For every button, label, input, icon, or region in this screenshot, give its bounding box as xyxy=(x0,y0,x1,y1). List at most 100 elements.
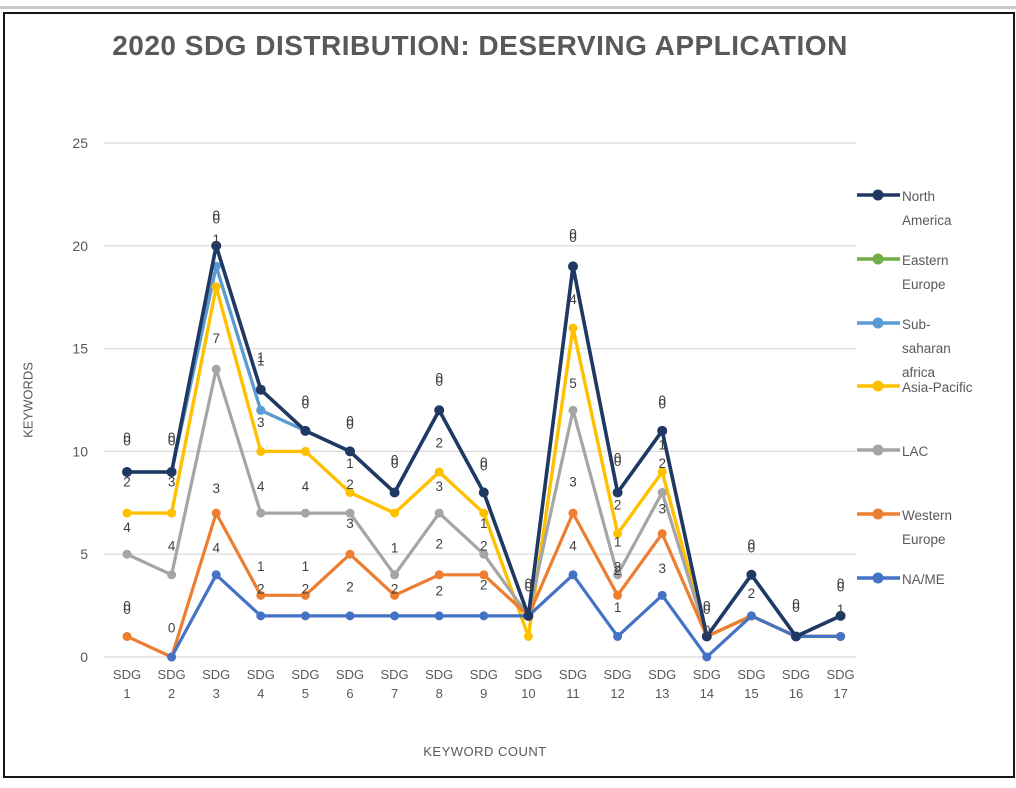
data-point-north-america[interactable] xyxy=(166,466,177,477)
data-point-asia-pacific[interactable] xyxy=(300,446,310,456)
series-line-na-me[interactable] xyxy=(170,573,843,659)
data-point-western-europe[interactable] xyxy=(657,529,667,539)
data-point-asia-pacific[interactable] xyxy=(256,446,266,456)
data-point-lac[interactable] xyxy=(345,508,355,518)
data-point-lac[interactable] xyxy=(568,405,578,415)
point-label: 0 xyxy=(302,393,310,408)
legend-label: Western Europe xyxy=(902,508,953,547)
data-point-sub-saharan-africa[interactable] xyxy=(256,405,266,415)
data-point-asia-pacific[interactable] xyxy=(167,508,177,518)
point-label: 0 xyxy=(748,537,756,552)
point-label: 0 xyxy=(123,434,131,449)
data-point-asia-pacific[interactable] xyxy=(434,467,444,477)
data-point-north-america[interactable] xyxy=(211,240,222,251)
point-label: 0 xyxy=(123,599,131,614)
data-point-na-me[interactable] xyxy=(657,590,667,600)
data-point-north-america[interactable] xyxy=(791,631,801,642)
data-point-asia-pacific[interactable] xyxy=(613,529,623,539)
data-point-asia-pacific[interactable] xyxy=(523,631,533,641)
data-point-lac[interactable] xyxy=(390,570,400,580)
data-point-north-america[interactable] xyxy=(478,487,489,498)
point-label: 0 xyxy=(614,451,622,466)
point-label: 1 xyxy=(614,534,622,549)
data-point-north-america[interactable] xyxy=(122,466,132,477)
legend-item-north-america[interactable]: North America xyxy=(856,185,952,233)
legend-item-lac[interactable]: LAC xyxy=(856,440,928,464)
legend-item-eastern-europe[interactable]: Eastern Europe xyxy=(856,249,949,297)
data-point-north-america[interactable] xyxy=(701,631,712,642)
data-point-lac[interactable] xyxy=(300,508,310,518)
data-point-north-america[interactable] xyxy=(434,405,445,416)
x-axis-title: KEYWORD COUNT xyxy=(423,744,547,759)
data-point-na-me[interactable] xyxy=(702,652,712,662)
data-point-north-america[interactable] xyxy=(746,569,757,580)
data-point-western-europe[interactable] xyxy=(300,590,310,600)
series-na-me[interactable] xyxy=(167,570,846,662)
legend-item-sub-saharan-africa[interactable]: Sub-saharan africa xyxy=(856,313,951,385)
data-point-na-me[interactable] xyxy=(568,570,578,580)
data-point-asia-pacific[interactable] xyxy=(568,323,578,333)
data-point-western-europe[interactable] xyxy=(390,590,400,600)
x-tick-label: SDG 11 xyxy=(559,667,587,701)
data-point-north-america[interactable] xyxy=(389,487,400,498)
series-line-lac[interactable] xyxy=(125,367,843,638)
data-point-north-america[interactable] xyxy=(345,446,355,457)
legend-item-asia-pacific[interactable]: Asia-Pacific xyxy=(856,376,973,400)
data-point-north-america[interactable] xyxy=(835,610,846,621)
point-label: 0 xyxy=(302,397,310,412)
data-point-lac[interactable] xyxy=(657,488,667,498)
data-point-north-america[interactable] xyxy=(657,425,668,436)
data-point-north-america[interactable] xyxy=(568,261,578,272)
data-point-western-europe[interactable] xyxy=(211,508,221,518)
data-point-western-europe[interactable] xyxy=(613,590,623,600)
data-point-western-europe[interactable] xyxy=(479,570,489,580)
point-label: 3 xyxy=(212,481,220,496)
series-north-america[interactable] xyxy=(122,240,846,642)
point-label: 1 xyxy=(346,456,354,471)
data-point-western-europe[interactable] xyxy=(122,631,132,641)
data-point-asia-pacific[interactable] xyxy=(657,467,667,477)
data-point-asia-pacific[interactable] xyxy=(211,282,221,292)
data-point-asia-pacific[interactable] xyxy=(479,508,489,518)
data-point-western-europe[interactable] xyxy=(256,590,266,600)
legend-label: Eastern Europe xyxy=(902,252,949,292)
data-point-western-europe[interactable] xyxy=(434,570,444,580)
data-point-lac[interactable] xyxy=(434,508,444,518)
point-labels: 0024000034000173411341200412001232001200… xyxy=(123,208,844,638)
data-point-western-europe[interactable] xyxy=(568,508,578,518)
data-point-na-me[interactable] xyxy=(256,611,266,621)
data-point-na-me[interactable] xyxy=(434,611,444,621)
data-point-north-america[interactable] xyxy=(523,610,534,621)
point-label: 2 xyxy=(480,538,488,553)
point-label: 0 xyxy=(391,453,399,468)
legend-item-western-europe[interactable]: Western Europe xyxy=(856,504,952,552)
data-point-north-america[interactable] xyxy=(255,384,266,395)
point-label: 0 xyxy=(435,374,443,389)
data-point-na-me[interactable] xyxy=(211,570,221,580)
series-lac[interactable] xyxy=(122,364,846,641)
data-point-lac[interactable] xyxy=(256,508,266,518)
data-point-lac[interactable] xyxy=(479,549,489,559)
data-point-na-me[interactable] xyxy=(300,611,310,621)
data-point-na-me[interactable] xyxy=(746,611,756,621)
data-point-na-me[interactable] xyxy=(479,611,489,621)
data-point-na-me[interactable] xyxy=(836,631,846,641)
data-point-asia-pacific[interactable] xyxy=(122,508,132,518)
legend-marker-icon xyxy=(856,316,902,334)
data-point-na-me[interactable] xyxy=(390,611,400,621)
data-point-lac[interactable] xyxy=(211,364,221,374)
data-point-na-me[interactable] xyxy=(613,631,623,641)
data-point-lac[interactable] xyxy=(613,570,623,580)
data-point-na-me[interactable] xyxy=(167,652,177,662)
data-point-north-america[interactable] xyxy=(612,487,623,498)
data-point-western-europe[interactable] xyxy=(345,549,355,559)
data-point-na-me[interactable] xyxy=(345,611,355,621)
point-label: 7 xyxy=(212,331,220,346)
data-point-asia-pacific[interactable] xyxy=(345,488,355,498)
data-point-north-america[interactable] xyxy=(300,425,311,436)
data-point-lac[interactable] xyxy=(122,549,132,559)
data-point-lac[interactable] xyxy=(167,570,177,580)
legend-item-na-me[interactable]: NA/ME xyxy=(856,568,945,592)
data-point-asia-pacific[interactable] xyxy=(390,508,400,518)
